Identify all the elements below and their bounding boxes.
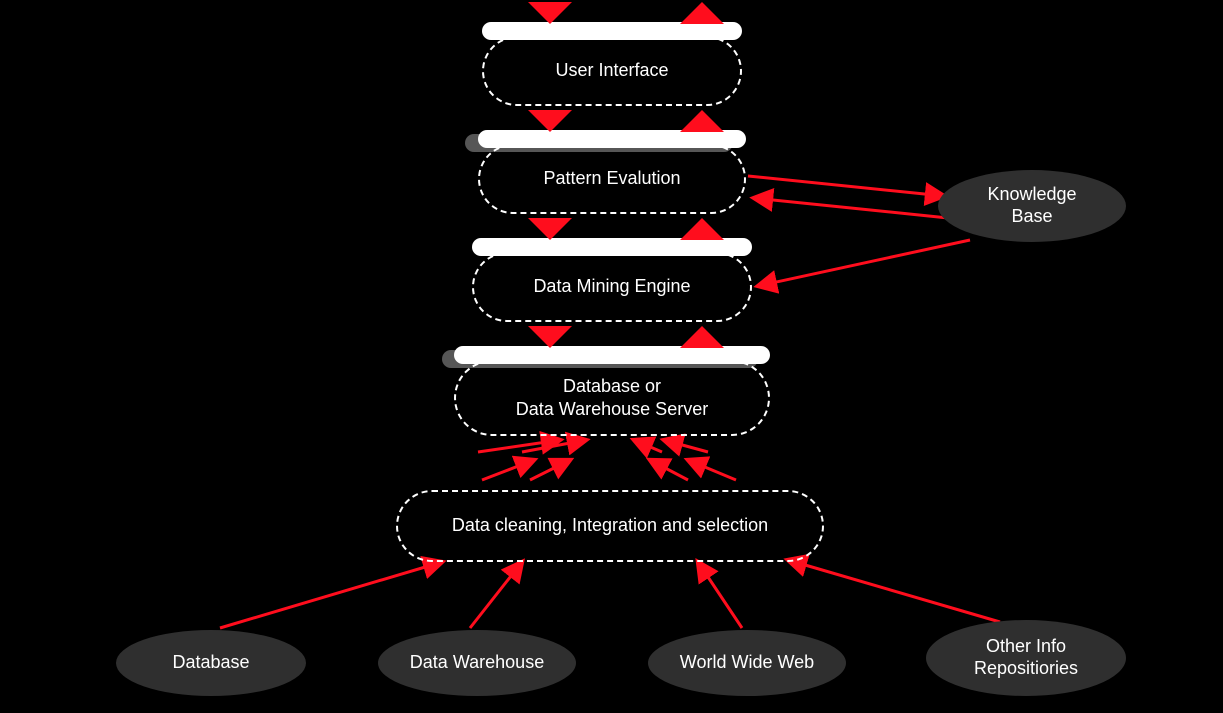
triangle-down — [528, 110, 572, 132]
triangle-up — [680, 2, 724, 24]
arrow — [698, 562, 742, 628]
node-dme: Data Mining Engine — [472, 252, 752, 322]
diagram-canvas: { "colors": { "background": "#000000", "… — [0, 0, 1223, 713]
node-pe: Pattern Evalution — [478, 144, 746, 214]
node-ui: User Interface — [482, 36, 742, 106]
ellipse-kb: KnowledgeBase — [938, 170, 1126, 242]
arrow — [220, 562, 442, 628]
arrow — [758, 240, 970, 286]
arrow — [688, 460, 736, 480]
arrow — [650, 460, 688, 480]
ellipse-dw: Data Warehouse — [378, 630, 576, 696]
arrow — [748, 176, 944, 196]
ellipse-www: World Wide Web — [648, 630, 846, 696]
ellipse-other: Other InfoRepositiories — [926, 620, 1126, 696]
arrow — [634, 440, 662, 452]
node-clean: Data cleaning, Integration and selection — [396, 490, 824, 562]
ellipse-db: Database — [116, 630, 306, 696]
node-dws: Database orData Warehouse Server — [454, 360, 770, 436]
triangle-down — [528, 326, 572, 348]
arrow — [664, 440, 708, 452]
arrow — [754, 198, 948, 218]
arrow — [530, 460, 570, 480]
arrow — [788, 560, 1000, 622]
arrow — [470, 562, 522, 628]
triangle-up — [680, 218, 724, 240]
triangle-down — [528, 2, 572, 24]
triangle-up — [680, 110, 724, 132]
triangle-up — [680, 326, 724, 348]
arrow — [482, 460, 534, 480]
triangle-down — [528, 218, 572, 240]
